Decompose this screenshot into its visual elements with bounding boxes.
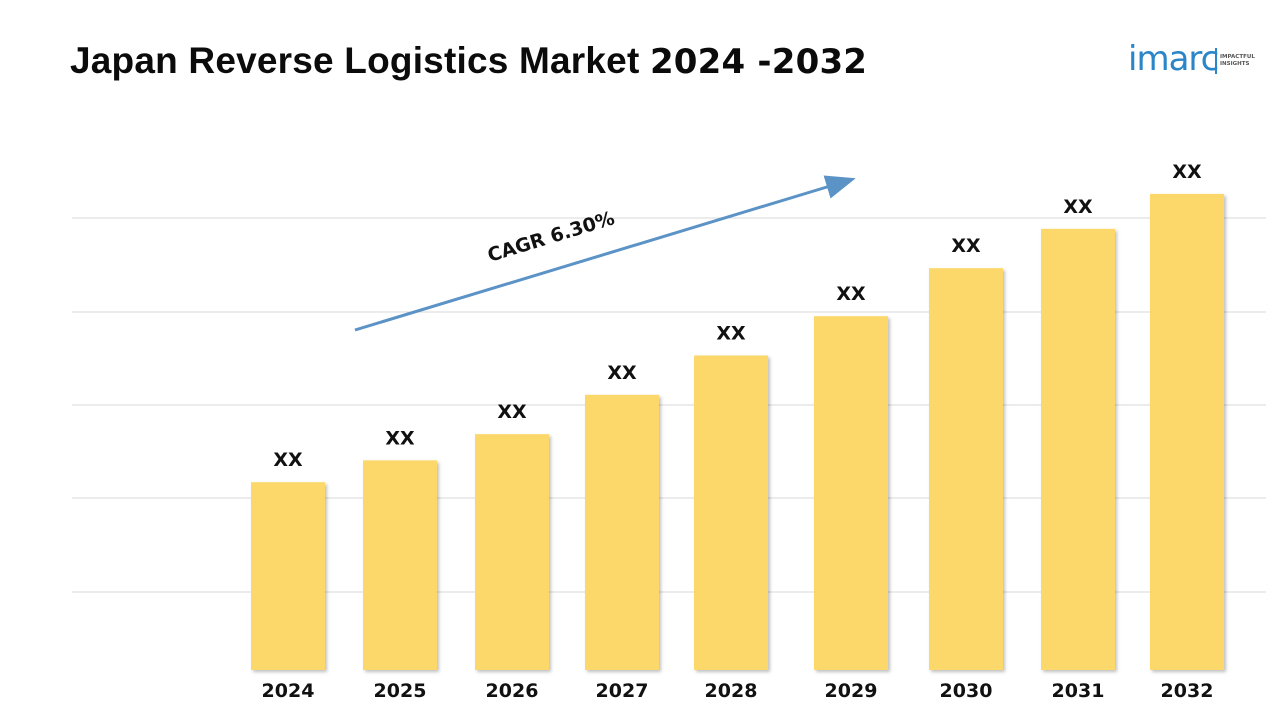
logo-tagline: IMPACTFUL INSIGHTS <box>1220 54 1255 68</box>
logo-tagline-1: IMPACTFUL <box>1220 54 1255 60</box>
bar-2031 <box>1041 228 1115 670</box>
x-tick-labels: 2024 2025 2026 2027 2028 2029 2030 2031 2032 <box>262 680 1214 702</box>
x-tick-2030: 2030 <box>940 680 993 702</box>
logo-divider <box>1215 48 1217 74</box>
x-tick-2032: 2032 <box>1161 680 1214 702</box>
bar-2025 <box>363 460 437 670</box>
data-label-2024: XX <box>273 449 303 471</box>
bar-2032 <box>1150 193 1224 670</box>
data-label-2029: XX <box>836 283 866 305</box>
x-tick-2028: 2028 <box>705 680 758 702</box>
x-tick-2024: 2024 <box>262 680 315 702</box>
chart-title-main: Japan Reverse Logistics Market <box>70 40 650 81</box>
x-tick-2031: 2031 <box>1052 680 1105 702</box>
chart-title: Japan Reverse Logistics Market 2024 -203… <box>70 40 867 82</box>
bar-2029 <box>814 316 888 670</box>
data-label-2026: XX <box>497 401 527 423</box>
x-tick-2026: 2026 <box>486 680 539 702</box>
x-tick-2025: 2025 <box>374 680 427 702</box>
data-label-2031: XX <box>1063 196 1093 218</box>
data-label-2028: XX <box>716 323 746 345</box>
bar-2024 <box>251 482 325 670</box>
x-tick-2027: 2027 <box>596 680 649 702</box>
logo-wordmark: imarc <box>1128 39 1219 79</box>
data-label-2025: XX <box>385 427 415 449</box>
data-label-2032: XX <box>1172 161 1202 183</box>
logo-tagline-2: INSIGHTS <box>1220 61 1250 67</box>
chart-title-years: 2024 -2032 <box>649 42 868 82</box>
bar-2027 <box>585 394 659 670</box>
cagr-arrow <box>354 175 856 332</box>
data-label-2030: XX <box>951 235 981 257</box>
data-label-2027: XX <box>607 362 637 384</box>
x-tick-2029: 2029 <box>825 680 878 702</box>
bar-2028 <box>694 355 768 670</box>
data-labels: XX XX XX XX XX XX XX XX XX <box>273 161 1202 471</box>
bar-2026 <box>475 434 549 670</box>
bar-2030 <box>929 268 1003 670</box>
imarc-logo: imarc IMPACTFUL INSIGHTS <box>1128 36 1258 82</box>
bars <box>251 193 1224 670</box>
